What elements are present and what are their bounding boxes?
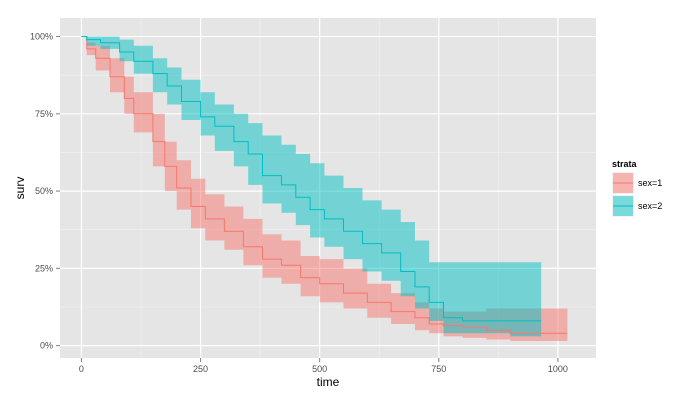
- x-axis-ticks: 0 250 500 750 1000: [79, 358, 568, 374]
- legend-title: strata: [612, 159, 638, 169]
- x-tick-label: 750: [431, 364, 446, 374]
- legend-label: sex=2: [638, 201, 662, 211]
- y-tick-label: 100%: [30, 32, 53, 42]
- x-tick-label: 1000: [548, 364, 568, 374]
- confidence-ribbons: [81, 36, 568, 341]
- line-sex-1: [81, 36, 568, 334]
- y-tick-label: 25%: [35, 263, 53, 273]
- y-tick-label: 0%: [40, 341, 53, 351]
- y-axis-ticks: 0% 25% 50% 75% 100%: [30, 32, 60, 351]
- survival-lines: [81, 36, 568, 334]
- x-tick-label: 500: [312, 364, 327, 374]
- line-sex-2: [81, 36, 542, 322]
- ribbon-sex-2: [81, 36, 542, 337]
- x-axis-title: time: [317, 375, 340, 389]
- legend-label: sex=1: [638, 178, 662, 188]
- x-tick-label: 0: [79, 364, 84, 374]
- y-tick-label: 75%: [35, 109, 53, 119]
- y-tick-label: 50%: [35, 186, 53, 196]
- y-axis-title: surv: [13, 177, 27, 200]
- x-tick-label: 250: [193, 364, 208, 374]
- legend: strata sex=1 sex=2: [612, 159, 662, 217]
